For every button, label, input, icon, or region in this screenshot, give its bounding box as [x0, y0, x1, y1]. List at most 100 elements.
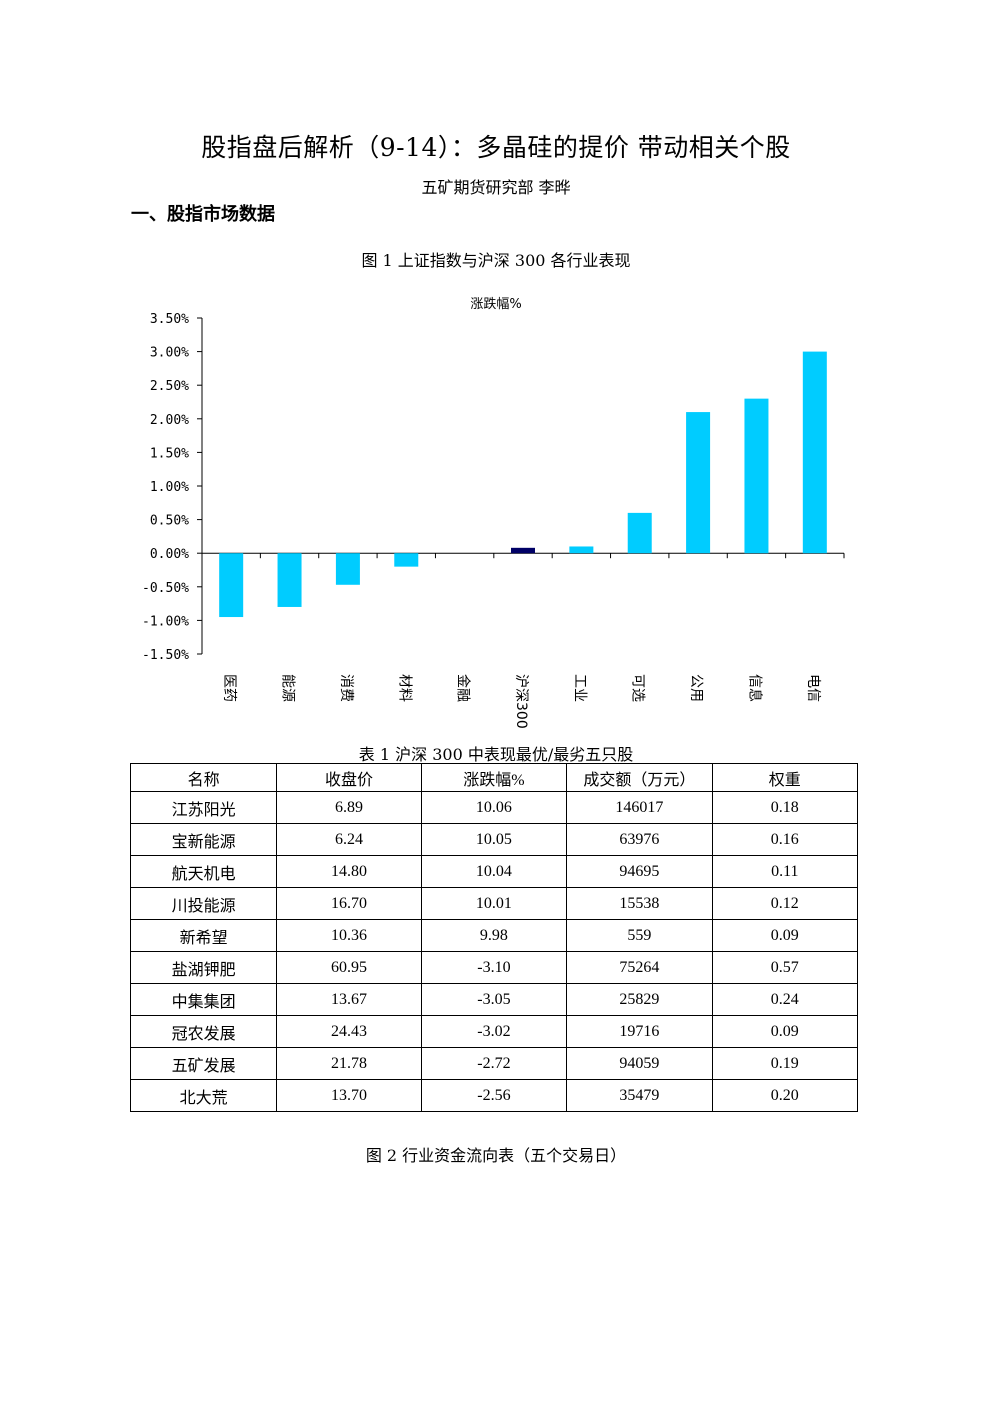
- table1-caption: 表 1 沪深 300 中表现最优/最劣五只股: [358, 745, 634, 764]
- x-category-label: 沪深300: [513, 674, 529, 729]
- table-row: 新希望 10.36 9.98 559 0.09: [129, 919, 859, 952]
- cell-weight: 0.16: [711, 823, 859, 856]
- bar-7: [627, 512, 652, 554]
- cell-name: 川投能源: [129, 887, 278, 920]
- bar-3: [394, 553, 419, 567]
- cell-close: 16.70: [276, 887, 422, 920]
- cell-name: 五矿发展: [129, 1047, 278, 1080]
- x-category-label: 信息: [746, 674, 763, 702]
- cell-weight: 0.11: [711, 855, 859, 888]
- cell-change: 10.04: [420, 855, 568, 888]
- cell-close: 21.78: [276, 1047, 422, 1080]
- cell-name: 中集集团: [129, 983, 278, 1016]
- cell-turnover: 559: [566, 919, 713, 952]
- bar-6: [569, 546, 594, 554]
- x-category-label: 工业: [571, 674, 587, 702]
- col-header-close: 收盘价: [276, 763, 422, 792]
- figure2-caption: 图 2 行业资金流向表（五个交易日）: [365, 1146, 627, 1165]
- cell-name: 盐湖钾肥: [129, 951, 278, 984]
- cell-weight: 0.19: [711, 1047, 859, 1080]
- table-row: 航天机电 14.80 10.04 94695 0.11: [129, 855, 859, 888]
- top-bottom-stocks-table: 名称 收盘价 涨跌幅% 成交额（万元） 权重 江苏阳光 6.89 10.06 1460…: [129, 763, 859, 1112]
- cell-turnover: 35479: [566, 1079, 713, 1112]
- x-category-label: 可选: [630, 674, 646, 702]
- y-tick-label: 2.50%: [150, 379, 189, 394]
- cell-change: 10.01: [420, 887, 568, 920]
- cell-turnover: 94695: [566, 855, 713, 888]
- col-header-turnover: 成交额（万元）: [566, 763, 713, 792]
- x-category-label: 消费: [338, 674, 354, 702]
- table-header-row: 名称 收盘价 涨跌幅% 成交额（万元） 权重: [129, 763, 859, 792]
- cell-close: 10.36: [276, 919, 422, 952]
- y-tick-label: 0.00%: [150, 547, 189, 562]
- x-category-label: 能源: [280, 674, 296, 702]
- bar-10: [802, 351, 827, 554]
- section-heading: 一、股指市场数据: [131, 204, 275, 225]
- cell-turnover: 94059: [566, 1047, 713, 1080]
- table-row: 中集集团 13.67 -3.05 25829 0.24: [129, 983, 859, 1016]
- cell-name: 北大荒: [129, 1079, 278, 1112]
- cell-close: 14.80: [276, 855, 422, 888]
- y-tick-label: 3.50%: [150, 312, 189, 327]
- cell-change: 9.98: [420, 919, 568, 952]
- y-tick-label: 3.00%: [150, 346, 189, 361]
- cell-close: 6.89: [276, 791, 422, 824]
- y-tick-label: 1.00%: [150, 480, 189, 495]
- cell-name: 新希望: [129, 919, 278, 952]
- table-row: 宝新能源 6.24 10.05 63976 0.16: [129, 823, 859, 856]
- cell-weight: 0.20: [711, 1079, 859, 1112]
- y-tick-label: 2.00%: [150, 413, 189, 428]
- x-category-label: 医药: [221, 674, 237, 702]
- industry-performance-chart: 涨跌幅% 3.50% 3.00% 2.50% 2.00% 1.50% 1.00% 0.50% 0…: [142, 296, 845, 729]
- cell-weight: 0.12: [711, 887, 859, 920]
- cell-change: -2.56: [420, 1079, 568, 1112]
- y-tick-label: -0.50%: [142, 581, 189, 596]
- cell-name: 宝新能源: [129, 823, 278, 856]
- cell-close: 13.70: [276, 1079, 422, 1112]
- cell-change: 10.05: [420, 823, 568, 856]
- cell-change: -3.05: [420, 983, 568, 1016]
- cell-name: 航天机电: [129, 855, 278, 888]
- cell-weight: 0.24: [711, 983, 859, 1016]
- col-header-weight: 权重: [711, 763, 859, 792]
- col-header-name: 名称: [129, 763, 278, 792]
- page-title: 股指盘后解析（9-14）：多晶硅的提价 带动相关个股: [201, 133, 791, 162]
- cell-change: -3.02: [420, 1015, 568, 1048]
- cell-change: -2.72: [420, 1047, 568, 1080]
- table-row: 五矿发展 21.78 -2.72 94059 0.19: [129, 1047, 859, 1080]
- cell-change: 10.06: [420, 791, 568, 824]
- cell-close: 60.95: [276, 951, 422, 984]
- cell-change: -3.10: [420, 951, 568, 984]
- table-row: 盐湖钾肥 60.95 -3.10 75264 0.57: [129, 951, 859, 984]
- bar-0: [219, 553, 244, 618]
- col-header-change: 涨跌幅%: [420, 763, 568, 792]
- author-line: 五矿期货研究部 李晔: [421, 178, 571, 197]
- x-category-label: 材料: [396, 674, 412, 702]
- bar-1: [277, 553, 302, 607]
- chart-title: 涨跌幅%: [470, 296, 521, 312]
- x-category-label: 公用: [688, 674, 704, 702]
- cell-turnover: 75264: [566, 951, 713, 984]
- y-tick-label: 0.50%: [150, 514, 189, 529]
- table-row: 冠农发展 24.43 -3.02 19716 0.09: [129, 1015, 859, 1048]
- cell-name: 冠农发展: [129, 1015, 278, 1048]
- bar-2: [335, 553, 360, 585]
- cell-weight: 0.18: [711, 791, 859, 824]
- y-tick-label: -1.50%: [142, 648, 189, 663]
- cell-name: 江苏阳光: [129, 791, 278, 824]
- cell-close: 6.24: [276, 823, 422, 856]
- cell-weight: 0.09: [711, 1015, 859, 1048]
- cell-turnover: 15538: [566, 887, 713, 920]
- cell-turnover: 63976: [566, 823, 713, 856]
- bar-5: [511, 547, 535, 554]
- x-category-label: 金融: [455, 674, 471, 702]
- table-row: 北大荒 13.70 -2.56 35479 0.20: [129, 1079, 859, 1112]
- cell-weight: 0.09: [711, 919, 859, 952]
- cell-close: 24.43: [276, 1015, 422, 1048]
- figure1-caption: 图 1 上证指数与沪深 300 各行业表现: [361, 251, 631, 270]
- y-tick-label: -1.00%: [142, 614, 189, 629]
- y-tick-label: 1.50%: [150, 446, 189, 461]
- cell-weight: 0.57: [711, 951, 859, 984]
- x-category-label: 电信: [805, 674, 821, 702]
- bar-9: [744, 398, 769, 554]
